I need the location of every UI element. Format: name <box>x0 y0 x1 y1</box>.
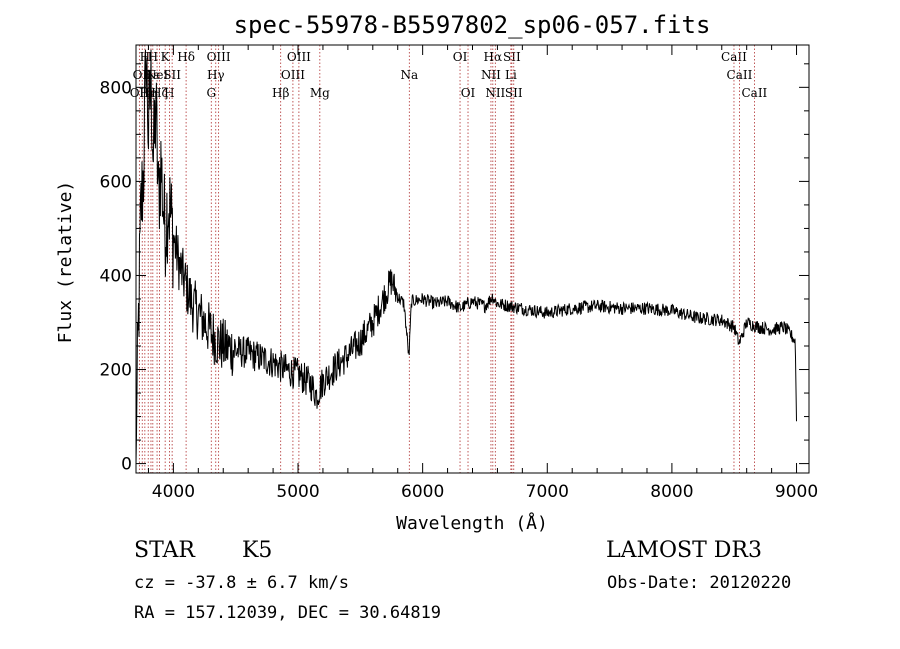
redshift-value: cz = -37.8 ± 6.7 km/s <box>134 573 349 593</box>
x-axis-ticks: 4000 5000 6000 7000 8000 9000 <box>147 45 818 502</box>
y-tick-label: 800 <box>100 78 132 98</box>
line-label: NII <box>485 86 505 100</box>
x-tick-label: 4000 <box>152 482 195 502</box>
object-class: STAR <box>134 538 195 563</box>
line-label: K <box>161 50 171 64</box>
line-label: SII <box>505 86 523 100</box>
flux-series <box>135 49 797 464</box>
line-label: OIII <box>281 68 305 82</box>
line-label: Hα <box>484 50 503 64</box>
y-tick-label: 600 <box>100 172 132 192</box>
line-label: Hβ <box>272 86 289 100</box>
y-tick-label: 400 <box>100 266 132 286</box>
line-label: Hδ <box>177 50 195 64</box>
line-label: CaII <box>727 68 753 82</box>
line-label: G <box>206 86 216 100</box>
line-label: Li <box>505 68 517 82</box>
obs-date: Obs-Date: 20120220 <box>607 573 792 593</box>
y-tick-label: 0 <box>121 455 132 475</box>
line-label: Hη <box>139 86 157 100</box>
line-label: Na <box>400 68 418 82</box>
survey-name: LAMOST DR3 <box>606 538 762 563</box>
line-label: H <box>164 86 174 100</box>
object-subclass: K5 <box>242 538 273 563</box>
line-label: OI <box>461 86 476 100</box>
x-tick-label: 7000 <box>526 482 569 502</box>
line-label: OIII <box>287 50 311 64</box>
line-label: SII <box>503 50 521 64</box>
y-axis-ticks: 0 200 400 600 800 <box>100 63 809 475</box>
x-tick-label: 8000 <box>650 482 693 502</box>
y-tick-label: 200 <box>100 361 132 381</box>
line-label: OI <box>453 50 468 64</box>
chart-title: spec-55978-B5597802_sp06-057.fits <box>234 11 711 39</box>
x-tick-label: 6000 <box>401 482 444 502</box>
line-label: OIII <box>207 50 231 64</box>
x-axis-label: Wavelength (Å) <box>396 512 548 534</box>
x-tick-label: 9000 <box>775 482 818 502</box>
x-tick-label: 5000 <box>276 482 319 502</box>
line-label: Hγ <box>207 68 225 82</box>
line-label: H <box>148 50 158 64</box>
line-label: NII <box>481 68 501 82</box>
plot-frame <box>135 44 810 474</box>
spectral-line-markers: OIIOIIHHηHεHNeIHζKHSIIHδGHγOIIIHβOIIIOII… <box>130 45 768 473</box>
line-label: CaII <box>741 86 767 100</box>
flux-line <box>135 49 797 464</box>
line-label: Hζ <box>151 86 168 100</box>
line-label: Mg <box>310 86 330 100</box>
line-label: CaII <box>721 50 747 64</box>
line-label: SII <box>163 68 181 82</box>
coordinates: RA = 157.12039, DEC = 30.64819 <box>134 603 442 623</box>
y-axis-label: Flux (relative) <box>55 181 76 344</box>
